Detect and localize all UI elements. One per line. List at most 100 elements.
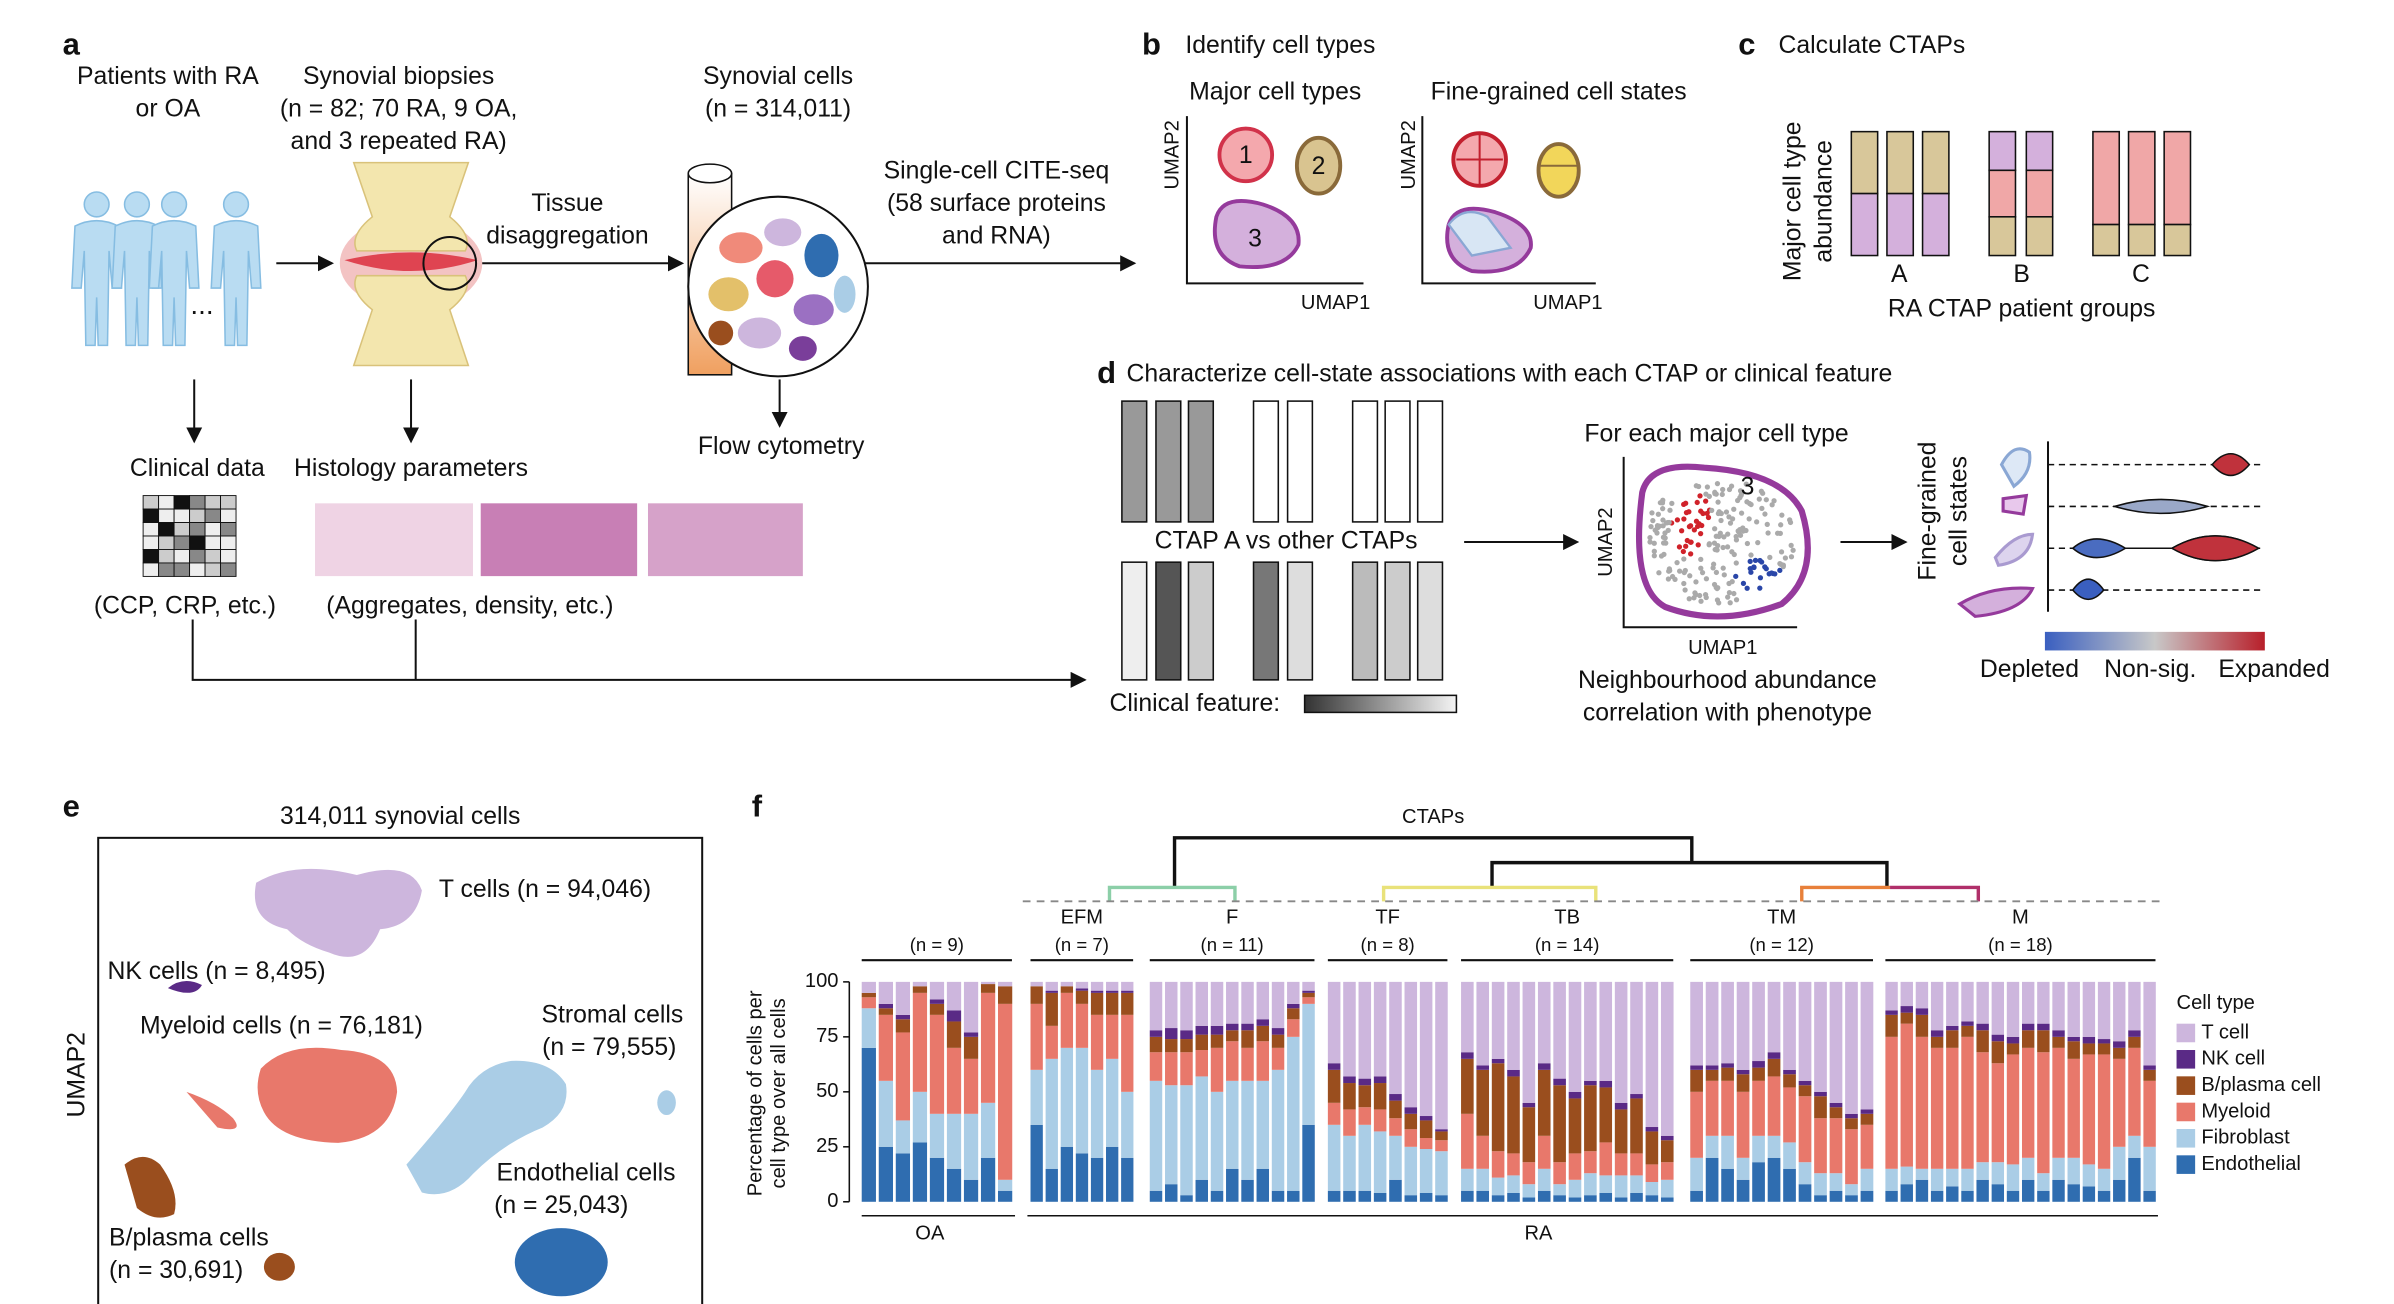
bar-segment (1767, 1076, 1781, 1136)
grid-cell (204, 495, 222, 510)
bar-segment (2067, 1058, 2080, 1158)
bar-segment (1180, 981, 1193, 1031)
bar-segment (1860, 1190, 1874, 1202)
bar-segment (912, 992, 928, 1092)
cell-dot (1697, 493, 1703, 499)
cell-dot (1733, 560, 1739, 566)
bar-segment (1885, 981, 1898, 1011)
umap-e-part (186, 1091, 237, 1130)
bar-segment (895, 981, 911, 1015)
bar-segment (1798, 1080, 1812, 1086)
cell-dot (1764, 521, 1770, 528)
bar-segment (1271, 1047, 1285, 1070)
cell-dot (1727, 520, 1734, 526)
bar-segment (1829, 1102, 1843, 1108)
grid-cell (204, 522, 222, 537)
bar-segment (2113, 1047, 2126, 1059)
legend-swatch (2176, 1076, 2196, 1095)
violins-part-part (1993, 532, 2035, 567)
cell-dot (1710, 565, 1716, 571)
bar-segment (1090, 1157, 1104, 1202)
bar-segment (1241, 1023, 1254, 1031)
cell-suspension-part (788, 336, 817, 361)
label: OA (915, 1223, 945, 1245)
group-size: (n = 9) (910, 934, 964, 955)
bar-segment (1106, 1014, 1119, 1059)
label: T cells (n = 94,046) (439, 876, 651, 903)
cell-dot (1648, 524, 1654, 530)
bar-segment (1404, 1195, 1418, 1202)
bar-segment (1798, 1162, 1812, 1185)
bar-segment (1195, 1025, 1208, 1035)
bar-segment (1241, 1179, 1254, 1202)
dendrogram-part (1107, 885, 1237, 902)
cell-dot (1716, 533, 1722, 540)
bar-segment (2052, 1030, 2065, 1037)
bar-segment (1930, 1190, 1944, 1202)
cell-dot (1725, 594, 1731, 600)
group-size: (n = 12) (1749, 934, 1814, 955)
bar-segment (1358, 1078, 1372, 1086)
bar-segment (2097, 1168, 2111, 1191)
bar-segment (1537, 1063, 1551, 1070)
bar-segment (2143, 1080, 2156, 1147)
person-body (148, 219, 200, 347)
ctap-bars-part (1988, 130, 2017, 172)
bar-segment (1599, 1087, 1613, 1143)
bar-segment (1075, 1003, 1089, 1048)
label: C (2132, 261, 2150, 288)
cell-dot (1731, 551, 1737, 558)
bar-segment (1060, 1146, 1074, 1202)
label: Myeloid cells (n = 76,181) (140, 1012, 423, 1039)
bar-segment (980, 1102, 996, 1158)
bar-segment (1121, 1014, 1134, 1092)
cell-dot (1679, 528, 1685, 534)
bar-segment (1946, 1025, 1959, 1031)
cell-dot (1687, 523, 1694, 529)
ctap-bars-part (1921, 192, 1950, 257)
bar-segment (1690, 1069, 1703, 1092)
cell-dot (1770, 570, 1776, 577)
grid-cell (142, 535, 160, 550)
label: (n = 30,691) (109, 1257, 243, 1284)
label: (58 surface proteins (887, 190, 1106, 217)
bar-segment (1106, 981, 1119, 991)
bar-segment (1522, 1184, 1536, 1198)
cell-dot (1771, 498, 1777, 504)
cell-dot (1681, 580, 1687, 587)
cell-suspension-part (804, 233, 839, 278)
cell-dot (1682, 567, 1688, 574)
label: Clinical feature: (1109, 690, 1280, 717)
bar-segment (2021, 981, 2035, 1024)
label: ... (190, 289, 213, 320)
bar-segment (1149, 1036, 1163, 1053)
cell-dot (1754, 519, 1760, 525)
bar-segment (1829, 1190, 1843, 1202)
bar-segment (1419, 1120, 1433, 1139)
bar-segment (946, 1010, 962, 1022)
cell-suspension-part (719, 232, 763, 264)
bar-segment (1660, 1197, 1674, 1202)
cell-dot (1694, 499, 1700, 506)
violins-part (2048, 463, 2262, 591)
bar-segment (1915, 1179, 1929, 1202)
bar-segment (1106, 992, 1119, 1015)
bar-segment (2113, 1058, 2126, 1147)
label: Histology parameters (294, 455, 528, 482)
cell-dot (1647, 539, 1653, 545)
cell-dot (1782, 555, 1789, 561)
bar-segment (1045, 1168, 1058, 1202)
umap-sketches-part (1294, 135, 1343, 196)
bar-segment (1030, 986, 1043, 1004)
bar-segment (1660, 1135, 1674, 1141)
legend-swatch (2176, 1102, 2196, 1122)
bar-segment (1798, 1096, 1812, 1163)
cell-dot (1777, 560, 1783, 567)
ctap-bars-part (1886, 130, 1915, 195)
bar-segment (946, 1047, 962, 1114)
y-tick-label: 50 (816, 1080, 838, 1102)
bar-segment (963, 1113, 979, 1180)
cell-suspension (687, 163, 869, 378)
cell-dot (1777, 567, 1783, 574)
bar-segment (1660, 1162, 1674, 1180)
